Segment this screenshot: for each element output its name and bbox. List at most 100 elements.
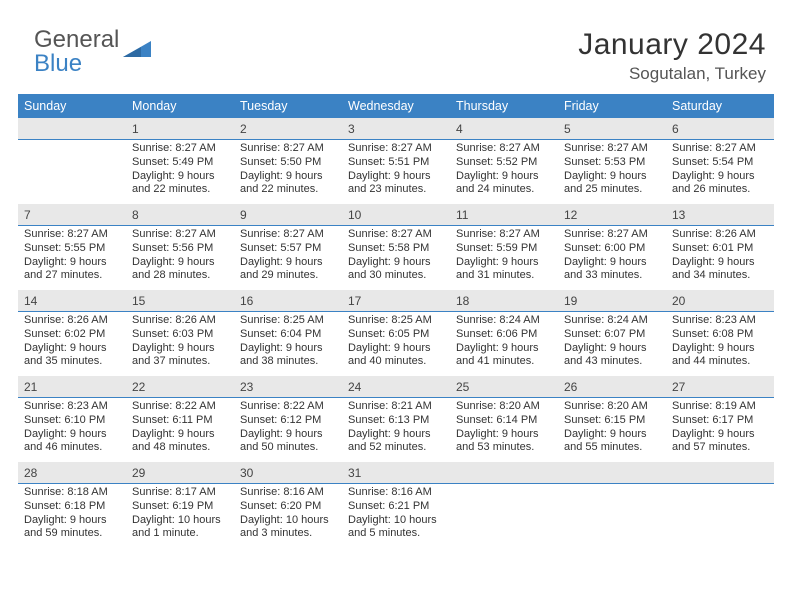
- day-details: Sunrise: 8:27 AMSunset: 5:59 PMDaylight:…: [450, 226, 558, 287]
- sunrise-line: Sunrise: 8:26 AM: [132, 314, 228, 328]
- calendar-row: 21 Sunrise: 8:23 AMSunset: 6:10 PM Dayligh…: [18, 376, 774, 462]
- day-number-row: 12: [558, 204, 666, 226]
- daylight-line: Daylight: 9 hours and 40 minutes.: [348, 342, 444, 370]
- sunrise-line: Sunrise: 8:21 AM: [348, 400, 444, 414]
- sunset-line: Sunset: 6:08 PM: [672, 328, 768, 342]
- calendar-cell: 22Sunrise: 8:22 AMSunset: 6:11 PMDayligh…: [126, 376, 234, 462]
- calendar-cell: 27 Sunrise: 8:19 AMSunset: 6:17 PMDayligh…: [666, 376, 774, 462]
- sunrise-line: Sunrise: 8:27 AM: [672, 142, 768, 156]
- day-number-row: 1: [126, 118, 234, 140]
- day-number: 16: [240, 294, 253, 308]
- daylight-line: Daylight: 9 hours and 26 minutes.: [672, 170, 768, 198]
- daylight-line: Daylight: 9 hours and 30 minutes.: [348, 256, 444, 284]
- sunrise-line: Sunrise: 8:17 AM: [132, 486, 228, 500]
- day-number-row: [666, 462, 774, 484]
- day-details: Sunrise: 8:20 AMSunset: 6:15 PMDaylight:…: [558, 398, 666, 459]
- calendar-row: 14Sunrise: 8:26 AMSunset: 6:02 PMDayligh…: [18, 290, 774, 376]
- day-number: 11: [456, 208, 468, 222]
- day-number-row: 9: [234, 204, 342, 226]
- day-number: 27: [672, 380, 685, 394]
- daylight-line: Daylight: 9 hours and 35 minutes.: [24, 342, 120, 370]
- day-details: Sunrise: 8:27 AMSunset: 5:56 PMDaylight:…: [126, 226, 234, 287]
- day-number: 9: [240, 208, 247, 222]
- day-details: [666, 484, 774, 544]
- calendar-cell: 14Sunrise: 8:26 AMSunset: 6:02 PMDayligh…: [18, 290, 126, 376]
- day-number: 31: [348, 466, 361, 480]
- daylight-line: Daylight: 9 hours and 48 minutes.: [132, 428, 228, 456]
- logo-word-2: Blue: [34, 50, 82, 77]
- sunrise-line: Sunrise: 8:24 AM: [456, 314, 552, 328]
- daylight-line: Daylight: 9 hours and 23 minutes.: [348, 170, 444, 198]
- day-number-row: 30: [234, 462, 342, 484]
- day-number-row: 21: [18, 376, 126, 398]
- calendar-cell: 18Sunrise: 8:24 AMSunset: 6:06 PMDayligh…: [450, 290, 558, 376]
- weekday-header: Thursday: [450, 94, 558, 118]
- calendar-cell: 20Sunrise: 8:23 AMSunset: 6:08 PMDayligh…: [666, 290, 774, 376]
- calendar-cell: 31Sunrise: 8:16 AMSunset: 6:21 PMDayligh…: [342, 462, 450, 548]
- sunrise-line: Sunrise: 8:27 AM: [564, 228, 660, 242]
- calendar-cell: 30Sunrise: 8:16 AMSunset: 6:20 PMDayligh…: [234, 462, 342, 548]
- sunrise-line: Sunrise: 8:16 AM: [240, 486, 336, 500]
- day-details: Sunrise: 8:25 AMSunset: 6:05 PMDaylight:…: [342, 312, 450, 373]
- sunset-line: Sunset: 6:10 PM: [24, 414, 120, 428]
- day-number-row: 5: [558, 118, 666, 140]
- day-number: 13: [672, 208, 685, 222]
- day-number: 20: [672, 294, 685, 308]
- day-number: 24: [348, 380, 361, 394]
- daylight-line: Daylight: 9 hours and 24 minutes.: [456, 170, 552, 198]
- calendar-cell: 4Sunrise: 8:27 AMSunset: 5:52 PMDaylight…: [450, 118, 558, 204]
- sunset-line: Sunset: 5:59 PM: [456, 242, 552, 256]
- day-number-row: 31: [342, 462, 450, 484]
- day-number-row: [450, 462, 558, 484]
- sunrise-line: Sunrise: 8:22 AM: [132, 400, 228, 414]
- logo-word-1: General: [34, 26, 119, 53]
- day-number-row: 10: [342, 204, 450, 226]
- calendar-cell: 11 Sunrise: 8:27 AMSunset: 5:59 PMDayligh…: [450, 204, 558, 290]
- day-details: Sunrise: 8:22 AMSunset: 6:12 PMDaylight:…: [234, 398, 342, 459]
- day-details: Sunrise: 8:27 AMSunset: 5:49 PMDaylight:…: [126, 140, 234, 201]
- day-number-row: 3: [342, 118, 450, 140]
- day-number-row: 13: [666, 204, 774, 226]
- calendar-page: General Blue January 2024 Sogutalan, Tur…: [0, 0, 792, 566]
- day-number-row: 24: [342, 376, 450, 398]
- sunset-line: Sunset: 6:03 PM: [132, 328, 228, 342]
- day-details: Sunrise: 8:27 AMSunset: 5:52 PMDaylight:…: [450, 140, 558, 201]
- day-details: Sunrise: 8:26 AMSunset: 6:02 PMDaylight:…: [18, 312, 126, 373]
- day-number: 5: [564, 122, 571, 136]
- sunset-line: Sunset: 5:53 PM: [564, 156, 660, 170]
- daylight-line: Daylight: 9 hours and 55 minutes.: [564, 428, 660, 456]
- daylight-line: Daylight: 9 hours and 33 minutes.: [564, 256, 660, 284]
- daylight-line: Daylight: 9 hours and 25 minutes.: [564, 170, 660, 198]
- day-details: Sunrise: 8:22 AMSunset: 6:11 PMDaylight:…: [126, 398, 234, 459]
- sunrise-line: Sunrise: 8:23 AM: [24, 400, 120, 414]
- day-number: 2: [240, 122, 247, 136]
- sunset-line: Sunset: 5:52 PM: [456, 156, 552, 170]
- sunrise-line: Sunrise: 8:27 AM: [240, 228, 336, 242]
- sunrise-line: Sunrise: 8:27 AM: [456, 142, 552, 156]
- sunset-line: Sunset: 6:14 PM: [456, 414, 552, 428]
- daylight-line: Daylight: 9 hours and 43 minutes.: [564, 342, 660, 370]
- day-details: Sunrise: 8:26 AMSunset: 6:03 PMDaylight:…: [126, 312, 234, 373]
- calendar-cell: 10Sunrise: 8:27 AMSunset: 5:58 PMDayligh…: [342, 204, 450, 290]
- calendar-cell: 5Sunrise: 8:27 AMSunset: 5:53 PMDaylight…: [558, 118, 666, 204]
- calendar-body: 1Sunrise: 8:27 AMSunset: 5:49 PMDaylight…: [18, 118, 774, 548]
- day-details: Sunrise: 8:21 AMSunset: 6:13 PMDaylight:…: [342, 398, 450, 459]
- day-number: 23: [240, 380, 253, 394]
- daylight-line: Daylight: 9 hours and 53 minutes.: [456, 428, 552, 456]
- calendar-cell: 3Sunrise: 8:27 AMSunset: 5:51 PMDaylight…: [342, 118, 450, 204]
- daylight-line: Daylight: 9 hours and 29 minutes.: [240, 256, 336, 284]
- day-number: 12: [564, 208, 577, 222]
- sunset-line: Sunset: 6:02 PM: [24, 328, 120, 342]
- sunset-line: Sunset: 6:21 PM: [348, 500, 444, 514]
- day-number: 28: [24, 466, 37, 480]
- day-number-row: 15: [126, 290, 234, 312]
- day-number: 15: [132, 294, 145, 308]
- header: General Blue January 2024 Sogutalan, Tur…: [18, 28, 774, 84]
- daylight-line: Daylight: 9 hours and 57 minutes.: [672, 428, 768, 456]
- day-details: Sunrise: 8:19 AMSunset: 6:17 PMDaylight:…: [666, 398, 774, 459]
- day-number: 19: [564, 294, 577, 308]
- sunrise-line: Sunrise: 8:19 AM: [672, 400, 768, 414]
- calendar-row: 28Sunrise: 8:18 AMSunset: 6:18 PMDayligh…: [18, 462, 774, 548]
- daylight-line: Daylight: 9 hours and 31 minutes.: [456, 256, 552, 284]
- calendar-cell: 24 Sunrise: 8:21 AMSunset: 6:13 PMDayligh…: [342, 376, 450, 462]
